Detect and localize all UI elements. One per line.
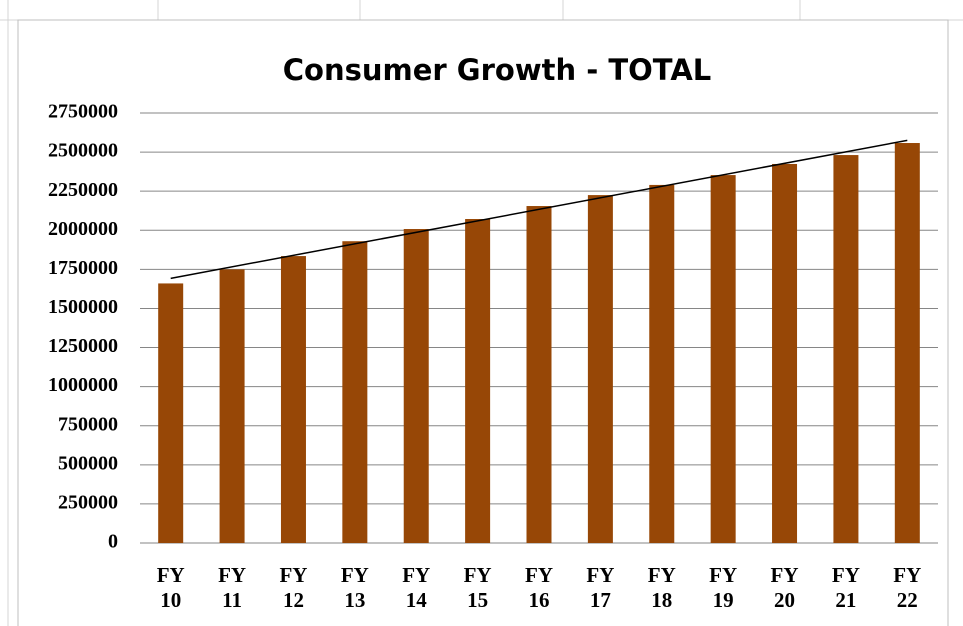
bar xyxy=(158,283,184,543)
trendline xyxy=(170,139,908,280)
bar xyxy=(894,143,920,543)
bar xyxy=(465,219,491,544)
x-tick-label: FY 20 xyxy=(770,563,799,612)
x-tick-label: FY 14 xyxy=(402,563,431,612)
bar xyxy=(280,256,306,543)
bar xyxy=(587,195,613,543)
bar xyxy=(772,163,798,543)
y-tick-label: 1750000 xyxy=(48,257,118,279)
x-tick-label: FY 15 xyxy=(463,563,492,612)
x-tick-label: FY 19 xyxy=(709,563,738,612)
y-tick-label: 2250000 xyxy=(48,179,118,201)
bar xyxy=(833,155,859,543)
y-tick-label: 2500000 xyxy=(48,140,118,162)
y-tick-label: 2000000 xyxy=(48,218,118,240)
x-tick-label: FY 17 xyxy=(586,563,615,612)
bar xyxy=(526,206,552,543)
y-tick-label: 500000 xyxy=(58,452,118,474)
x-tick-label: FY 11 xyxy=(218,563,247,612)
y-tick-label: 750000 xyxy=(58,413,118,435)
y-tick-label: 2750000 xyxy=(48,101,118,123)
bar xyxy=(342,241,368,543)
chart-title: Consumer Growth - TOTAL xyxy=(283,53,712,87)
x-tick-label: FY 16 xyxy=(525,563,553,612)
bar xyxy=(219,269,245,543)
x-tick-label: FY 18 xyxy=(647,563,676,612)
x-tick-label: FY 10 xyxy=(156,563,185,612)
x-tick-label: FY 22 xyxy=(893,563,922,612)
x-tick-label: FY 21 xyxy=(831,563,860,612)
y-tick-label: 250000 xyxy=(58,492,118,514)
bar xyxy=(649,184,675,543)
y-tick-label: 1000000 xyxy=(48,374,118,396)
x-tick-label: FY 13 xyxy=(340,563,369,612)
y-tick-label: 1500000 xyxy=(48,296,118,318)
bar xyxy=(710,175,736,544)
x-tick-label: FY 12 xyxy=(279,563,308,612)
y-tick-label: 1250000 xyxy=(48,335,118,357)
bar xyxy=(403,229,429,543)
y-tick-label: 0 xyxy=(108,531,118,553)
